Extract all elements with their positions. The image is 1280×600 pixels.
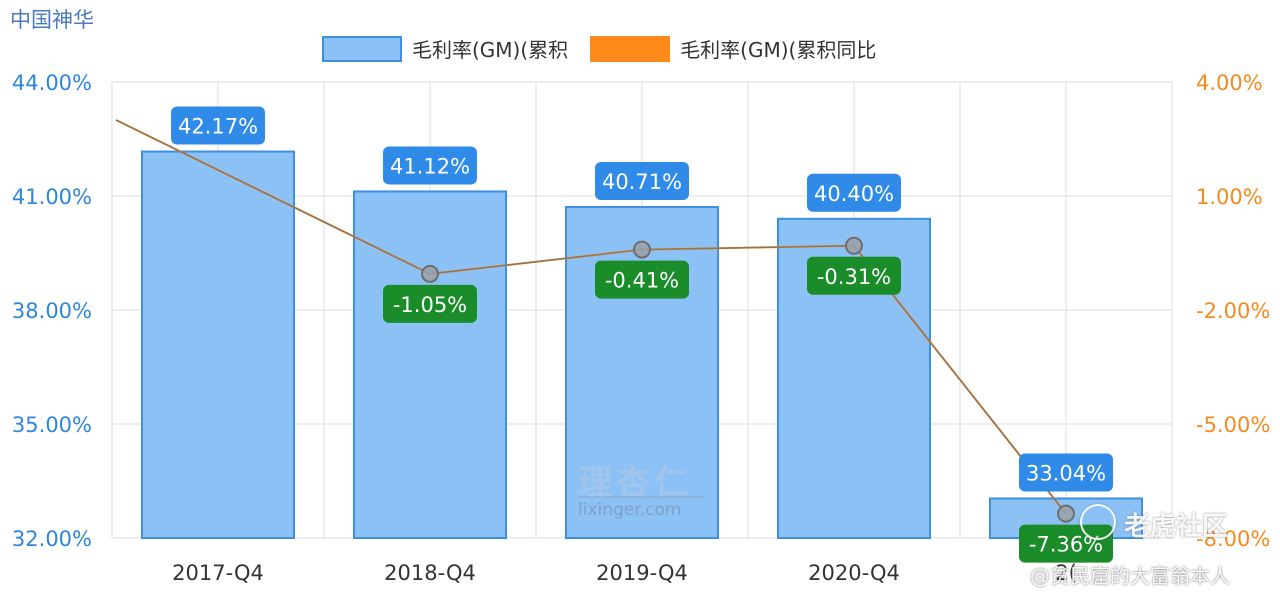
y-right-tick-label: -2.00% xyxy=(1196,299,1270,323)
x-tick-label: 2017-Q4 xyxy=(172,561,264,585)
y-left-tick-label: 41.00% xyxy=(12,185,92,209)
watermark-tiger: 老虎社区 xyxy=(1124,512,1229,542)
series-line-overlay xyxy=(115,119,431,275)
company-title: 中国神华 xyxy=(10,8,94,32)
watermark-divider xyxy=(578,496,705,498)
line-point xyxy=(1057,504,1075,523)
tiger-logo-icon xyxy=(1080,504,1116,540)
legend-swatch-bar xyxy=(322,35,402,62)
legend-item-bar[interactable]: 毛利率(GM)(累积 xyxy=(322,34,568,63)
bar-data-label: 40.71% xyxy=(602,170,682,194)
line-point xyxy=(421,264,439,283)
bar-data-label: 40.40% xyxy=(814,182,894,206)
bar-data-label-bg xyxy=(171,106,265,145)
bar xyxy=(141,150,295,539)
line-data-label: -1.05% xyxy=(393,293,467,317)
x-tick-label: 2( xyxy=(1055,561,1077,585)
bar-data-label: 41.12% xyxy=(390,154,470,178)
bar-data-label-bg xyxy=(383,146,477,185)
series-line-overlay xyxy=(641,245,855,251)
line-data-label-bg xyxy=(807,256,901,295)
line-data-label-bg xyxy=(595,260,689,299)
bar-data-label-bg xyxy=(807,173,901,212)
y-right-tick-label: 4.00% xyxy=(1196,71,1263,95)
legend-label-line: 毛利率(GM)(累积同比 xyxy=(680,38,877,62)
y-left-tick-label: 38.00% xyxy=(12,299,92,323)
legend-item-line[interactable]: 毛利率(GM)(累积同比 xyxy=(590,34,876,63)
line-point xyxy=(845,236,863,255)
x-tick-label: 2019-Q4 xyxy=(596,561,688,585)
y-right-tick-label: -5.00% xyxy=(1196,413,1270,437)
x-tick-label: 2018-Q4 xyxy=(384,561,476,585)
y-right-tick-label: 1.00% xyxy=(1196,185,1263,209)
watermark-author: @贫民窟的大富翁本人 xyxy=(1030,564,1230,588)
line-data-label: -0.41% xyxy=(605,269,679,293)
y-left-tick-label: 44.00% xyxy=(12,71,92,95)
legend-swatch-line xyxy=(590,35,671,62)
legend-label-bar: 毛利率(GM)(累积 xyxy=(412,38,569,62)
y-right-tick-label: -8.00% xyxy=(1196,527,1270,551)
watermark-brand-en: lixinger.com xyxy=(578,500,682,520)
chart-legend: 毛利率(GM)(累积 毛利率(GM)(累积同比 xyxy=(322,34,898,63)
x-tick-label: 2020-Q4 xyxy=(808,561,900,585)
y-left-tick-label: 32.00% xyxy=(12,527,92,551)
bar-data-label-bg xyxy=(595,162,689,201)
line-data-label-bg xyxy=(383,284,477,323)
series-line-overlay xyxy=(429,248,643,275)
y-left-tick-label: 35.00% xyxy=(12,413,92,437)
bar-data-label: 33.04% xyxy=(1026,461,1106,485)
bar-data-label-bg xyxy=(1019,453,1113,492)
bar-data-label: 42.17% xyxy=(178,115,258,139)
line-point xyxy=(633,240,651,259)
bar xyxy=(353,190,507,539)
line-data-label: -0.31% xyxy=(817,265,891,289)
